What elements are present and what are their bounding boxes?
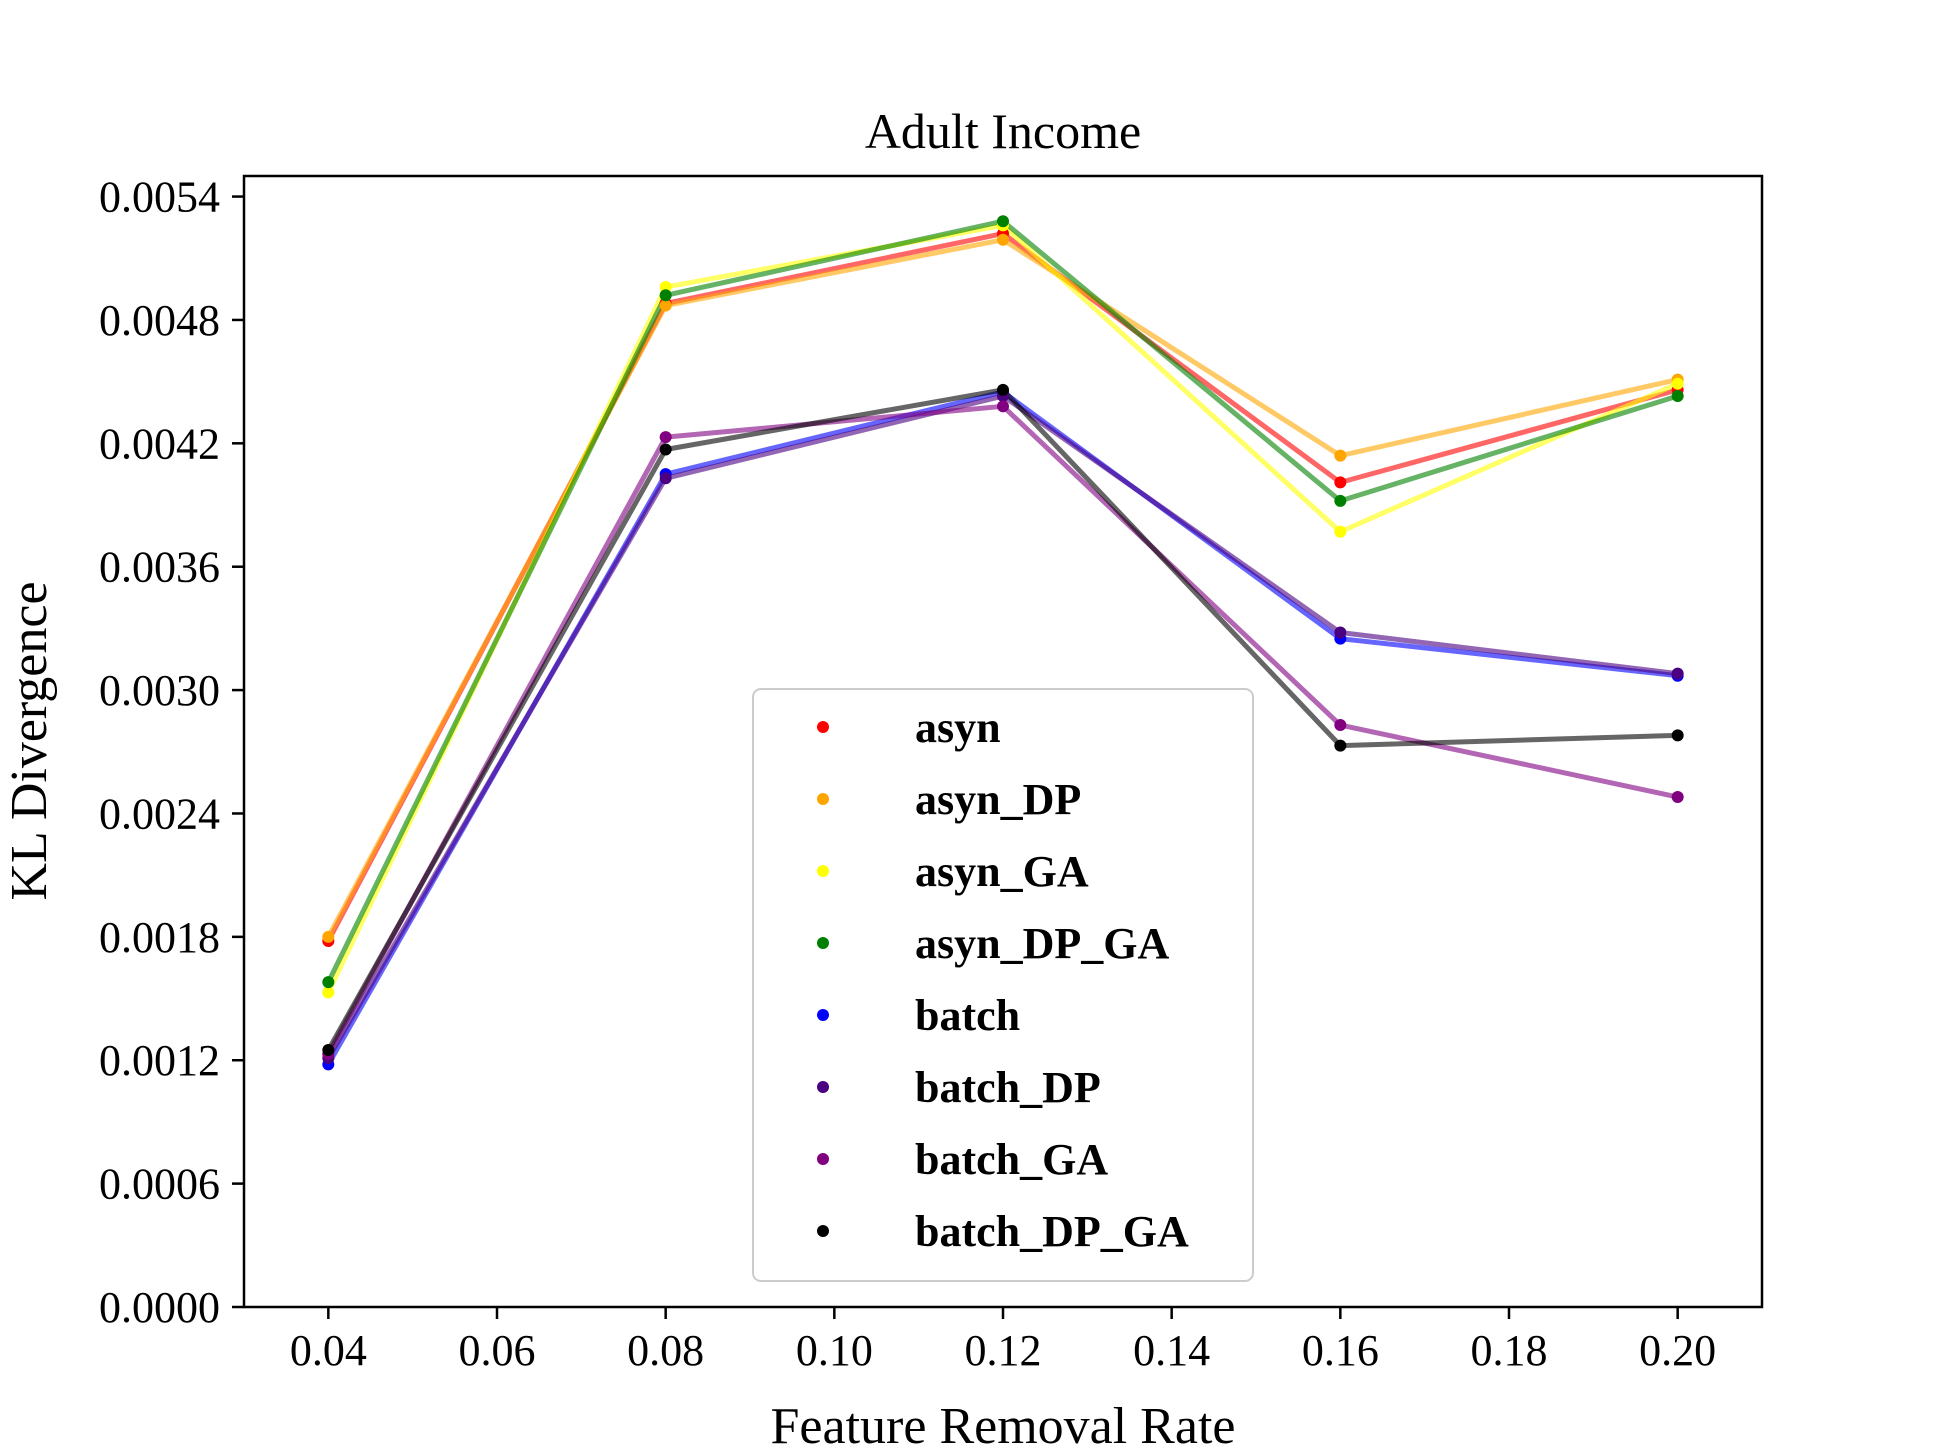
data-point-asyn-dp-ga: [1671, 390, 1684, 403]
y-tick-label: 0.0030: [99, 666, 220, 715]
y-axis-label: KL Divergence: [1, 581, 58, 900]
data-point-batch-dp-ga: [1671, 729, 1684, 742]
y-tick-label: 0.0012: [99, 1036, 220, 1085]
y-tick-label: 0.0000: [99, 1283, 220, 1332]
x-axis-label: Feature Removal Rate: [771, 1398, 1236, 1453]
legend-marker-asyn-dp: [817, 793, 829, 805]
legend-label-batch-dp-ga: batch_DP_GA: [915, 1207, 1189, 1256]
data-point-batch-ga: [997, 400, 1009, 413]
legend-marker-batch-ga: [817, 1153, 829, 1165]
legend-marker-asyn-dp-ga: [817, 937, 829, 949]
data-point-batch-dp-ga: [997, 383, 1009, 396]
data-point-asyn: [1334, 476, 1347, 489]
legend-label-asyn-dp: asyn_DP: [915, 775, 1081, 824]
data-point-asyn-dp: [997, 233, 1009, 246]
data-point-batch-ga: [659, 431, 672, 444]
x-tick-label: 0.04: [290, 1326, 367, 1375]
data-point-asyn-dp-ga: [997, 215, 1009, 228]
data-point-batch-dp: [1671, 667, 1684, 680]
chart-title: Adult Income: [865, 103, 1141, 159]
legend-label-asyn: asyn: [915, 703, 1001, 752]
legend-label-asyn-ga: asyn_GA: [915, 847, 1089, 896]
x-tick-label: 0.18: [1471, 1326, 1548, 1375]
data-point-asyn-ga: [1671, 377, 1684, 390]
data-point-batch-dp-ga: [322, 1043, 335, 1056]
y-tick-label: 0.0048: [99, 296, 220, 345]
x-tick-label: 0.10: [796, 1326, 873, 1375]
y-tick-label: 0.0054: [99, 173, 220, 222]
data-point-asyn-dp: [1334, 449, 1347, 462]
data-point-batch-dp-ga: [659, 443, 672, 456]
data-point-batch-dp-ga: [1334, 739, 1347, 752]
data-point-asyn-dp-ga: [322, 976, 335, 989]
x-tick-label: 0.20: [1639, 1326, 1716, 1375]
y-tick-label: 0.0036: [99, 543, 220, 592]
data-point-batch-dp: [1334, 626, 1347, 639]
legend-marker-asyn-ga: [817, 865, 829, 877]
data-point-batch-ga: [1334, 719, 1347, 732]
y-tick-label: 0.0006: [99, 1160, 220, 1209]
data-point-asyn-dp: [659, 299, 672, 312]
y-axis: 0.0000 0.0006 0.0012 0.0018 0.0024 0.0030 0.00…: [99, 173, 244, 1332]
legend-marker-asyn: [817, 721, 829, 733]
series-points: [322, 215, 1684, 1071]
y-tick-label: 0.0018: [99, 913, 220, 962]
x-tick-label: 0.08: [627, 1326, 704, 1375]
data-point-asyn-dp-ga: [1334, 494, 1347, 507]
legend-marker-batch-dp: [817, 1081, 829, 1093]
x-tick-label: 0.06: [459, 1326, 536, 1375]
y-tick-label: 0.0042: [99, 419, 220, 468]
y-tick-label: 0.0024: [99, 789, 220, 838]
legend-label-asyn-dp-ga: asyn_DP_GA: [915, 919, 1169, 968]
legend-label-batch-dp: batch_DP: [915, 1063, 1101, 1112]
data-point-asyn-ga: [1334, 525, 1347, 538]
data-point-asyn-dp-ga: [659, 289, 672, 302]
legend-frame: [752, 688, 1254, 1282]
legend-label-batch-ga: batch_GA: [915, 1135, 1108, 1184]
x-tick-label: 0.16: [1302, 1326, 1379, 1375]
legend-marker-batch-dp-ga: [817, 1225, 829, 1237]
data-point-batch-dp: [659, 472, 672, 485]
data-point-batch-ga: [1671, 791, 1684, 804]
legend-label-batch: batch: [915, 991, 1020, 1040]
x-axis: 0.04 0.06 0.08 0.10 0.12 0.14 0.16 0.18 0.20: [290, 1307, 1716, 1375]
data-point-asyn-ga: [659, 281, 672, 294]
x-tick-label: 0.12: [965, 1326, 1042, 1375]
x-tick-label: 0.14: [1133, 1326, 1210, 1375]
legend-marker-batch: [817, 1009, 829, 1021]
data-point-asyn-dp: [322, 930, 335, 943]
data-point-asyn-ga: [322, 986, 335, 999]
